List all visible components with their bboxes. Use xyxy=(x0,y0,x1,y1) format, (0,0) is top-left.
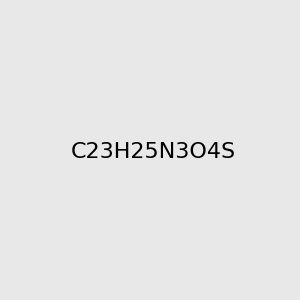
Text: C23H25N3O4S: C23H25N3O4S xyxy=(71,142,236,161)
